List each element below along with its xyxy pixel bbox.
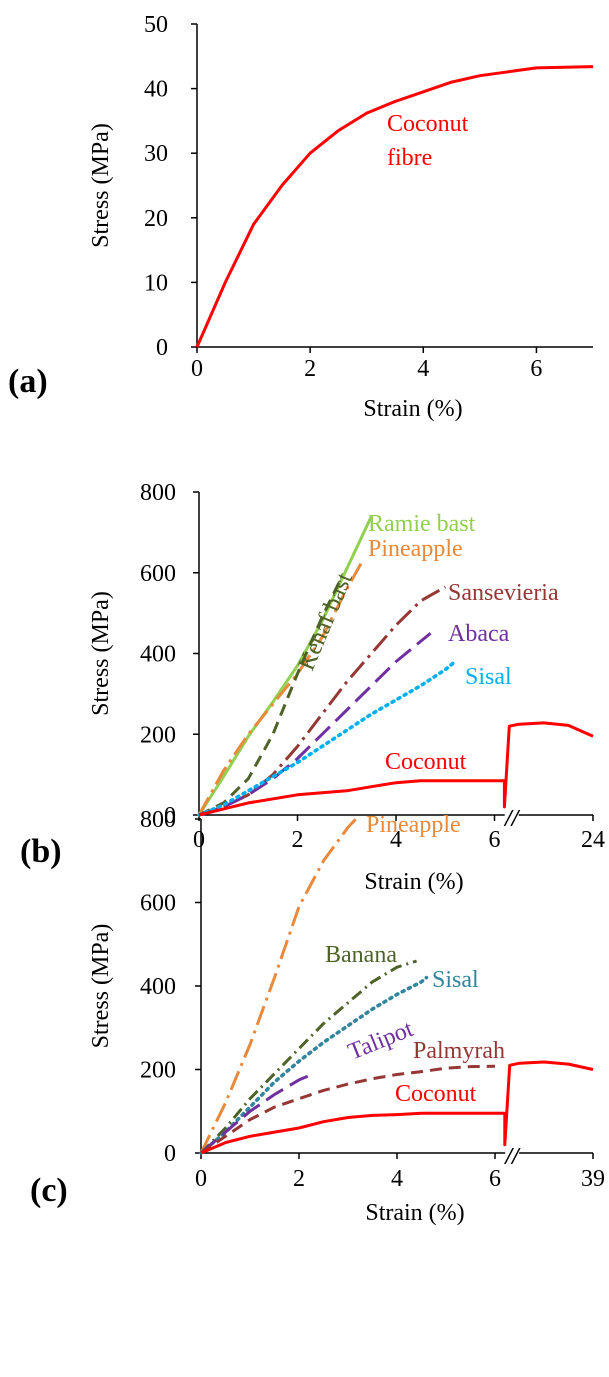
x-tick-label: 6: [489, 827, 501, 853]
y-tick-label: 40: [144, 77, 168, 103]
y-tick-label: 50: [144, 12, 168, 38]
y-tick-label: 200: [140, 1058, 176, 1084]
series-line-coconut: [198, 721, 594, 817]
series-line-pineapple: [197, 561, 363, 816]
x-tick-label: 6: [489, 1166, 501, 1192]
x-tick-label: 2: [293, 1166, 305, 1192]
series-label-coconut: Coconut: [385, 749, 467, 775]
y-axis-label: Stress (MPa): [88, 591, 114, 716]
series-label-kenaf-bast: Kenaf bast: [294, 569, 358, 675]
axis-break-mark: //: [503, 1144, 521, 1170]
x-tick-label: 4: [391, 1166, 403, 1192]
y-tick-label: 0: [156, 335, 168, 361]
series-label-abaca: Abaca: [448, 621, 510, 647]
series-line-abaca: [198, 632, 432, 817]
y-tick-label: 400: [140, 642, 176, 668]
y-tick-label: 20: [144, 206, 168, 232]
y-axis-label: Stress (MPa): [88, 123, 114, 248]
series-label-sisal: Sisal: [465, 664, 512, 690]
y-tick-label: 30: [144, 141, 168, 167]
x-tick-label: 2: [304, 356, 316, 382]
series-label-pineapple: Pineapple: [366, 812, 461, 838]
series-label-coconut-fibre: Coconut: [387, 111, 469, 137]
series-label-pineapple: Pineapple: [368, 536, 463, 562]
y-tick-label: 400: [140, 974, 176, 1000]
y-tick-label: 800: [140, 480, 176, 506]
series-label-sansevieria: Sansevieria: [448, 580, 559, 606]
y-tick-label: 600: [140, 891, 176, 917]
x-tick-label: 2: [292, 827, 304, 853]
panel-label: (c): [30, 1172, 68, 1209]
x-axis-label: Strain (%): [364, 869, 463, 895]
series-line-coconut-fibre: [195, 65, 594, 348]
series-label-coconut-fibre: fibre: [387, 145, 432, 171]
x-tick-label: 0: [191, 356, 203, 382]
y-tick-label: 800: [140, 807, 176, 833]
x-axis-label: Strain (%): [365, 1200, 464, 1226]
series-line-talipot: [200, 1074, 310, 1155]
series-line-banana: [199, 959, 418, 1155]
x-axis-label: Strain (%): [363, 396, 462, 422]
y-tick-label: 0: [164, 1141, 176, 1167]
x-tick-label: 0: [193, 827, 205, 853]
x-tick-label: 6: [530, 356, 542, 382]
x-tick-label: 0: [195, 1166, 207, 1192]
axis-break-gap: [504, 812, 519, 818]
y-tick-label: 600: [140, 561, 176, 587]
x-tick-label: 24: [581, 827, 605, 853]
panel-label: (b): [20, 833, 62, 870]
x-tick-label: 4: [417, 356, 429, 382]
y-axis-label: Stress (MPa): [88, 924, 114, 1049]
series-label-coconut: Coconut: [395, 1081, 477, 1107]
series-line-palmyrah: [200, 1064, 496, 1155]
series-label-ramie-bast: Ramie bast: [368, 511, 476, 537]
series-label-talipot: Talipot: [345, 1016, 418, 1066]
x-tick-label: 4: [390, 827, 402, 853]
axis-break-gap: [505, 1150, 520, 1156]
series-line-ramie-bast: [197, 515, 373, 816]
y-tick-label: 0: [164, 803, 176, 829]
panel-label: (a): [8, 363, 48, 400]
series-line-sisal: [199, 975, 429, 1155]
series-label-sisal: Sisal: [432, 967, 479, 993]
series-label-banana: Banana: [325, 942, 397, 968]
chart-panel-a: 0 10 20 30 40 50 0 2 4 6 Strain (%) Stress (MPa) (a)…: [8, 12, 594, 422]
axis-break-mark: //: [503, 806, 521, 832]
series-line-pineapple: [199, 815, 359, 1154]
y-tick-label: 10: [144, 270, 168, 296]
series-line-sisal: [197, 659, 457, 817]
series-line-coconut: [200, 1060, 594, 1155]
y-tick-label: 200: [140, 722, 176, 748]
x-tick-label: 39: [581, 1166, 605, 1192]
series-label-palmyrah: Palmyrah: [413, 1038, 505, 1064]
